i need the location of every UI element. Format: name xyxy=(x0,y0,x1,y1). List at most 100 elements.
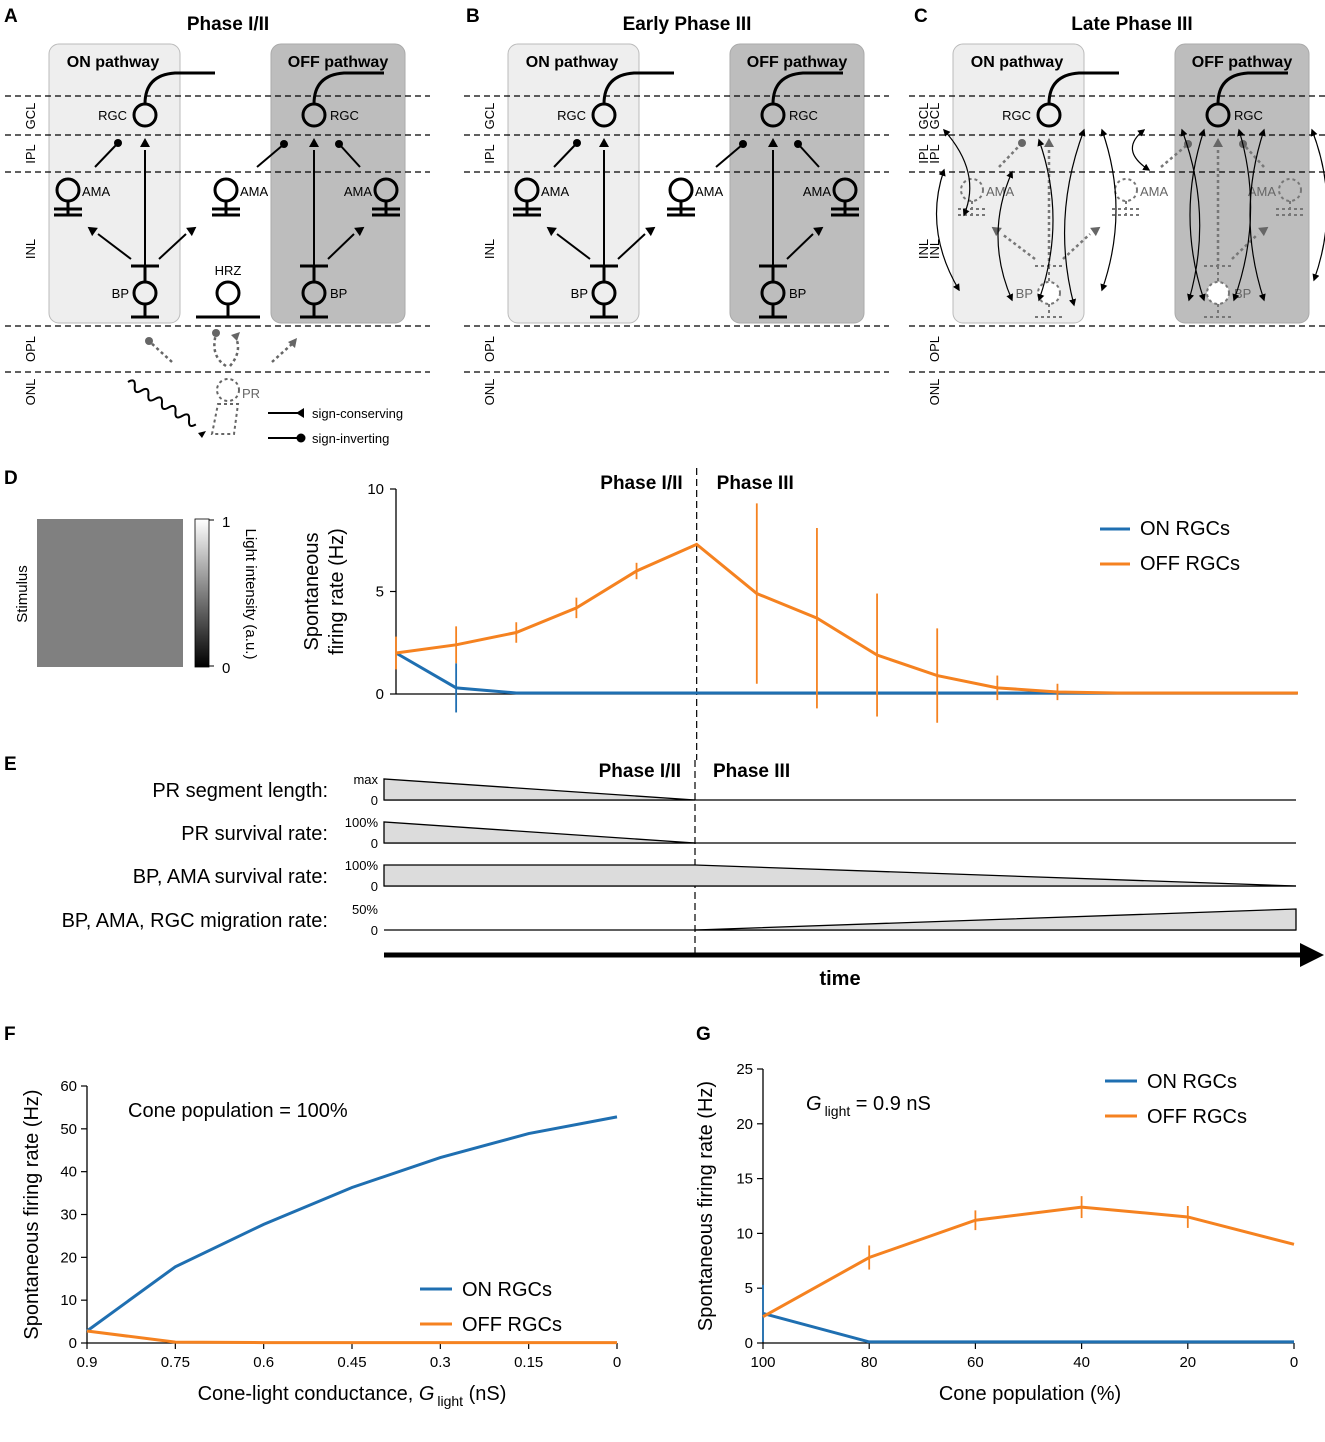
migration-arrow-1 xyxy=(943,128,971,217)
hrz-pr-triangle xyxy=(231,332,240,341)
chart-title: Cone population = 100% xyxy=(128,1100,348,1122)
colorbar-label: Light intensity (a.u.) xyxy=(242,529,259,660)
x-label-main: Cone-light conductance, xyxy=(198,1383,419,1405)
y-tick-label: 15 xyxy=(736,1171,753,1188)
on-pathway-box xyxy=(48,43,181,324)
layer-label-ipl: IPL xyxy=(482,144,497,164)
on-bp-ama-link xyxy=(1001,233,1036,260)
pr-hrz-dot xyxy=(212,329,220,337)
off-pathway-label: OFF pathway xyxy=(747,54,848,71)
layer-label-ipl: IPL xyxy=(23,144,38,164)
hrz-soma xyxy=(215,280,241,306)
timeline-row-max: max xyxy=(353,772,378,787)
on-pathway-label: ON pathway xyxy=(526,54,619,71)
legend-label-1: OFF RGCs xyxy=(1147,1106,1247,1128)
off-rgc-axon xyxy=(1216,71,1288,105)
pr-to-hrz-synapse xyxy=(213,333,227,368)
y-tick-label: 30 xyxy=(60,1207,77,1224)
title-g: G xyxy=(806,1093,822,1115)
timeline-row-max: 100% xyxy=(345,858,379,873)
layer-label-gcl: GCL xyxy=(482,103,497,130)
timeline-row-zero: 0 xyxy=(371,793,378,808)
off-pathway-box xyxy=(1174,43,1310,324)
y-tick-label: 0 xyxy=(376,686,384,703)
panel-e-timeline: Phase I/II Phase III PR segment length: max… xyxy=(62,760,1324,990)
y-tick-label: 40 xyxy=(60,1164,77,1181)
legend-conserving-triangle xyxy=(296,408,304,418)
time-axis-label: time xyxy=(819,968,860,990)
on-bp-rgc-synapse xyxy=(140,138,150,147)
off-bp-ama-tri xyxy=(354,226,365,237)
x-axis-label: Cone population (%) xyxy=(939,1383,1121,1405)
on-bp-ama-tri xyxy=(87,226,98,237)
y-axis-label-line1: Spontaneous xyxy=(301,533,323,651)
ama-on-label: AMA xyxy=(541,184,570,199)
timeline-row-zero: 0 xyxy=(371,836,378,851)
migration-arrow-3 xyxy=(1037,138,1054,302)
ama-mid-soma xyxy=(1114,178,1138,202)
timeline-ramp xyxy=(383,864,1297,887)
layer-label-inl: INL xyxy=(927,239,942,259)
ama-off-label: AMA xyxy=(803,184,832,199)
ama-mid-label: AMA xyxy=(240,184,269,199)
colorbar-max-label: 1 xyxy=(222,514,230,531)
pr-label: PR xyxy=(242,386,260,401)
timeline-ramp xyxy=(383,778,696,801)
panel-letter-b: B xyxy=(466,6,480,27)
series-line-off xyxy=(395,542,1298,695)
layer-label-inl-inner: INL xyxy=(916,239,931,259)
layer-label-inl: INL xyxy=(23,239,38,259)
layer-label-ipl-inner: IPL xyxy=(916,144,931,164)
x-tick-label: 40 xyxy=(1073,1354,1090,1371)
x-tick-label: 0.3 xyxy=(430,1354,451,1371)
legend-inverting-label: sign-inverting xyxy=(312,431,389,446)
on-bp-mid-tri xyxy=(186,226,197,237)
on-bp-label: BP xyxy=(112,286,129,301)
legend-inverting-dot xyxy=(296,433,306,443)
y-tick-label: 60 xyxy=(60,1078,77,1095)
layer-label-onl: ONL xyxy=(482,379,497,406)
legend-label-0: ON RGCs xyxy=(1140,518,1230,540)
x-tick-label: 0.75 xyxy=(161,1354,190,1371)
series-line-on xyxy=(762,1311,1294,1344)
timeline-ramp xyxy=(383,821,696,844)
y-tick-label: 20 xyxy=(60,1249,77,1266)
timeline-phase-1: Phase I/II xyxy=(599,761,681,782)
off-bp-rgc-synapse xyxy=(309,138,319,147)
y-tick-label: 10 xyxy=(367,481,384,498)
panel-letter-d: D xyxy=(4,468,18,489)
x-tick-label: 0.15 xyxy=(514,1354,543,1371)
timeline-ramp xyxy=(694,908,1297,931)
light-wave xyxy=(127,379,197,427)
stimulus-square xyxy=(37,519,183,667)
diagram-panel-B: Early Phase III ON pathway OFF pathway GCL I… xyxy=(464,14,889,405)
layer-label-opl: OPL xyxy=(927,336,942,362)
panel-letter-e: E xyxy=(4,754,17,775)
hrz-to-pr-synapse xyxy=(229,337,240,367)
off-ama-rgc-dot xyxy=(335,140,343,148)
on-rgc-label: RGC xyxy=(557,108,586,123)
on-rgc-axon xyxy=(143,71,215,105)
migration-arrow-10 xyxy=(1249,128,1266,302)
panel-d-firing-rate-chart: 0 5 10 Spontaneous firing rate (Hz) Phase I/I… xyxy=(301,468,1299,760)
mid-ama-rgc-link xyxy=(715,144,743,168)
x-tick-label: 0 xyxy=(613,1354,621,1371)
off-rgc-label: RGC xyxy=(1234,108,1263,123)
off-pathway-box xyxy=(729,43,865,324)
series-line-on xyxy=(395,651,1298,695)
ama-mid-soma xyxy=(213,177,239,203)
y-axis-label-line2: firing rate (Hz) xyxy=(326,528,348,655)
ama-off-soma xyxy=(1278,178,1302,202)
diagram-panel-C: Late Phase III ON pathway OFF pathway GCL IP… xyxy=(909,14,1325,405)
off-ama-rgc-link xyxy=(1243,144,1265,168)
layer-label-opl: OPL xyxy=(23,336,38,362)
off-ama-rgc-dot xyxy=(794,140,802,148)
x-label-unit: (nS) xyxy=(463,1383,506,1405)
retina-circuit-diagrams: Phase I/II ON pathway OFF pathway GCL IPL INL… xyxy=(5,14,1325,405)
migration-arrow-2 xyxy=(997,170,1013,302)
timeline-row-zero: 0 xyxy=(371,879,378,894)
on-ama-rgc-link xyxy=(553,143,577,168)
ama-off-label: AMA xyxy=(344,184,373,199)
pr-to-off-bp-synapse xyxy=(271,343,293,363)
